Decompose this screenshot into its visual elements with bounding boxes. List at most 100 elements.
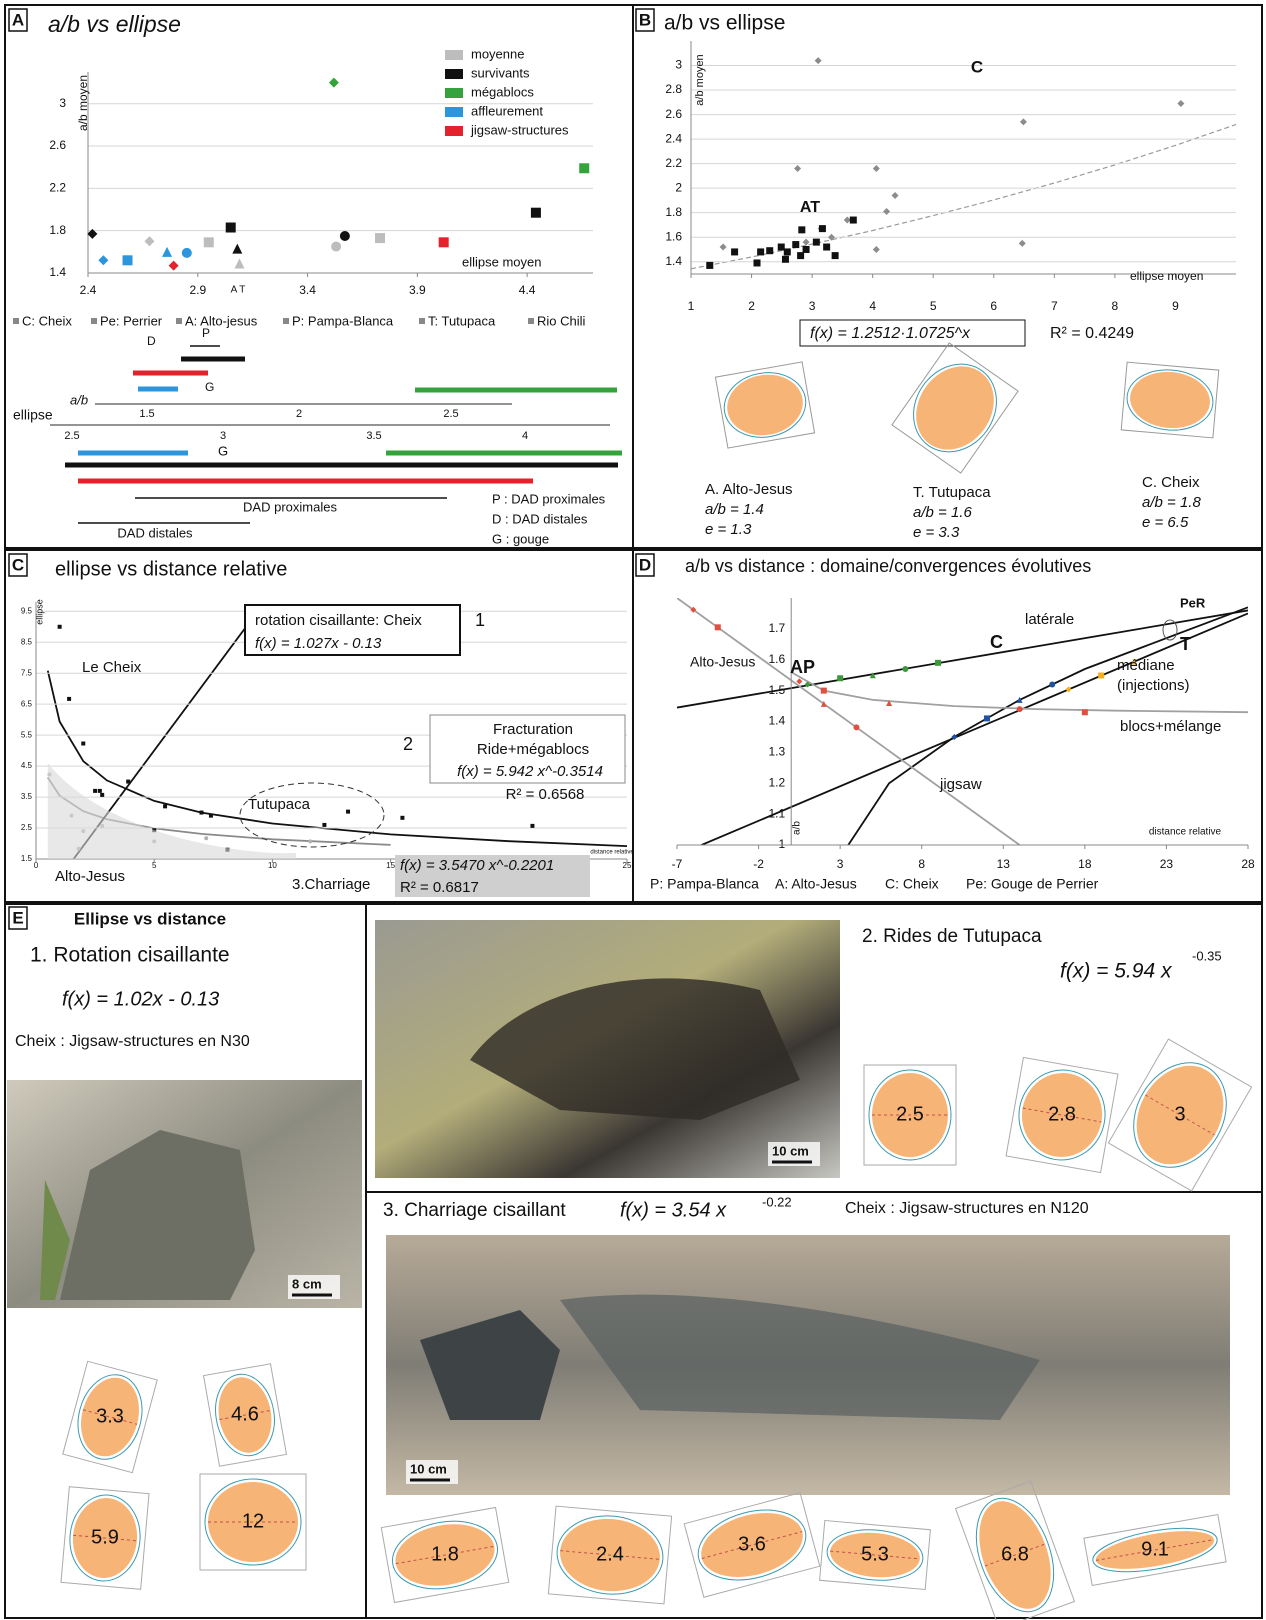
x-tick-label: 3.9 [409,283,426,297]
shape-value: 4.6 [231,1403,259,1425]
chart-title: ellipse vs distance relative [55,558,287,580]
shape-axis [395,1545,495,1565]
shape-frame [60,1486,150,1590]
panel-letter-box [8,906,28,930]
key-label: G : gouge [492,531,549,546]
annotation-box [429,714,626,784]
annotation: Fracturation [493,721,573,738]
point [57,624,62,629]
annotation: Alto-Jesus [55,868,125,885]
scale-label: 10 cm [410,1461,447,1476]
site-glyph [419,318,425,324]
annotation: Tutupaca [248,796,311,813]
point [162,246,173,257]
tick-label: 3.5 [366,430,381,442]
shape-caption: e = 3.3 [913,524,960,541]
point [781,255,789,263]
span-label: DAD distales [117,525,193,540]
y-tick-label: 2 [675,180,682,194]
panel-letter-box [635,8,655,32]
fit-ellipse [391,1520,499,1590]
point [902,666,909,673]
y-tick-label: 1.5 [21,854,33,863]
shape-value: 3.6 [738,1533,766,1555]
x-tick-label: 13 [997,857,1011,871]
y-axis-title: ellipse [34,599,44,625]
chart-title: a/b vs distance : domaine/convergences é… [685,556,1091,576]
scale-label: 8 cm [292,1276,322,1291]
y-tick-label: 3.5 [21,792,33,801]
point [853,724,860,731]
exponent: -0.35 [1192,948,1222,963]
point [802,238,810,246]
shape-axis [1022,1107,1102,1123]
point [81,741,86,746]
x-tick-label: 3 [837,857,844,871]
range-mark: D [147,334,156,348]
fit-ellipse [697,1509,807,1581]
annotation: f(x) = 1.027x - 0.13 [255,635,382,652]
y-tick-label: 2.4 [665,131,682,145]
point [234,258,245,269]
span-label: DAD proximales [243,499,337,514]
site-label: C: Cheix [22,313,72,328]
shape-value: 2.4 [596,1543,624,1565]
y-tick-label: 1.4 [769,714,786,728]
annotation: rotation cisaillante: Cheix [255,612,422,629]
point [232,243,243,254]
tick-label: 2 [296,408,302,420]
x-tick-label: 25 [623,861,632,870]
shape-frame [1120,361,1220,439]
x-tick-label: 8 [1112,299,1119,313]
shape-caption: T. Tutupaca [913,484,991,501]
point [1098,672,1105,679]
annotation: 2 [403,734,413,754]
x-tick-label: 10 [268,861,277,870]
annotation: (injections) [1117,677,1190,694]
point [843,216,851,224]
chart-title: a/b vs ellipse [664,12,785,35]
y-tick-label: 2.2 [49,181,66,195]
point [983,715,990,722]
annotation: jigsaw [939,776,982,793]
point [308,839,313,844]
annotation: blocs+mélange [1120,718,1221,735]
series-line [677,609,1248,709]
fit-ellipse [1133,1062,1227,1168]
point [719,243,727,251]
point [883,207,891,215]
point [97,788,102,793]
point [794,165,802,173]
panel-letter: C [12,555,24,574]
heading: 1. Rotation cisaillante [30,944,230,967]
point [783,248,791,256]
legend-label: moyenne [471,46,524,61]
point [208,813,213,818]
panel-letter: D [639,555,651,574]
shape-frame [954,1480,1076,1620]
shape [701,1513,803,1577]
y-tick-label: 1.4 [665,254,682,268]
shape-frame [1005,1056,1119,1174]
range-mark: G [205,380,214,394]
y-tick-label: 1.2 [769,775,786,789]
annotation: AT [800,199,820,216]
shape-caption: A. Alto-Jesus [705,481,793,498]
point [87,228,98,239]
point [400,815,405,820]
point [820,687,827,694]
shape-value: 2.5 [896,1103,924,1125]
y-tick-label: 4.5 [21,761,33,770]
y-tick-label: 3 [59,96,66,110]
panel-letter: E [12,908,23,927]
x-tick-label: 3.4 [299,283,316,297]
shape-frame [1107,1038,1253,1192]
panel-letter: A [12,10,24,29]
fit-ellipse [913,363,997,453]
y-tick-label: 2.6 [665,107,682,121]
site-label: A: Alto-Jesus [775,876,857,892]
site-label: P: Pampa-Blanca [292,313,394,328]
point [1016,706,1023,713]
shape-value: 3 [1174,1103,1185,1125]
point [1019,118,1027,126]
